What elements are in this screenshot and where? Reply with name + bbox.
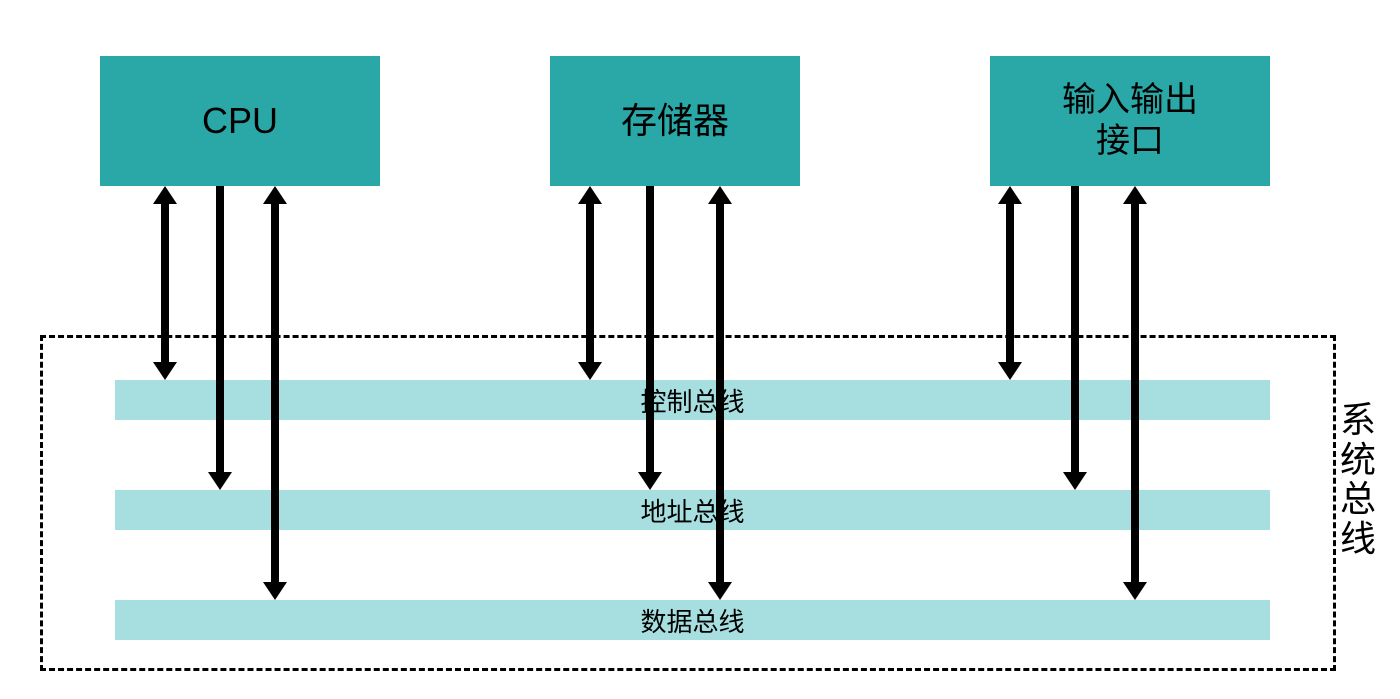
bus-control-label: 控制总线 [640,382,744,419]
box-memory: 存储器 [550,56,800,186]
bus-address: 地址总线 [115,490,1270,530]
box-cpu: CPU [100,56,380,186]
box-memory-label: 存储器 [621,99,729,142]
bus-control: 控制总线 [115,380,1270,420]
bus-data-label: 数据总线 [640,602,744,639]
box-io-label: 输入输出 接口 [1062,80,1198,162]
diagram-canvas: CPU 存储器 输入输出 接口 控制总线 地址总线 数据总线 系 统 总 线 [0,0,1400,699]
bus-address-label: 地址总线 [640,492,744,529]
bus-data: 数据总线 [115,600,1270,640]
system-bus-label: 系 统 总 线 [1340,400,1376,558]
box-io: 输入输出 接口 [990,56,1270,186]
box-cpu-label: CPU [202,99,278,142]
